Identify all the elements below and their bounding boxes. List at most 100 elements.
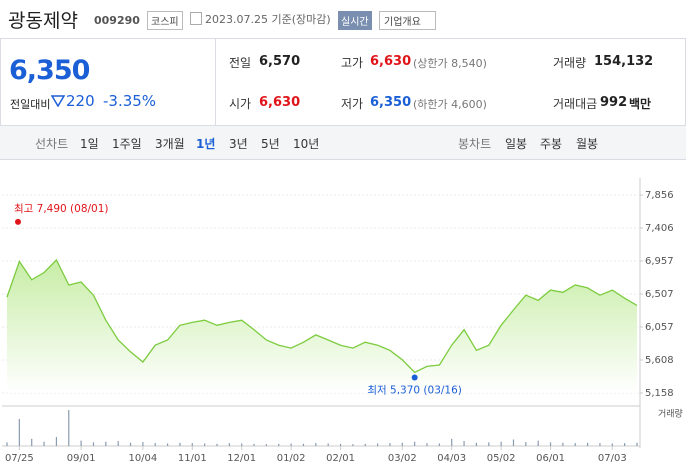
volume-bar	[586, 442, 589, 446]
realtime-badge[interactable]: 실시간	[338, 11, 372, 30]
tab[interactable]: 일봉	[505, 137, 528, 151]
volume-bar	[68, 410, 70, 446]
y-tick-label: 7,406	[645, 223, 674, 234]
volume-bar	[166, 443, 169, 446]
volume-bar	[339, 443, 342, 446]
x-tick-label: 11/01	[178, 453, 207, 464]
volume-bar	[92, 442, 95, 446]
volume-bar	[80, 440, 82, 446]
x-tick-label: 07/25	[5, 453, 34, 464]
tab[interactable]: 1년	[196, 137, 216, 151]
tab[interactable]: 3년	[229, 137, 248, 151]
x-tick-label: 03/02	[388, 453, 417, 464]
volume-bar	[105, 441, 107, 446]
info-label: 거래량	[553, 56, 587, 70]
tab[interactable]: 3개월	[155, 137, 185, 151]
x-tick-label: 06/01	[536, 453, 565, 464]
y-tick-label: 6,057	[645, 322, 674, 333]
stock-code: 009290	[94, 14, 140, 27]
info-label: 시가	[229, 97, 252, 111]
tab[interactable]: 10년	[293, 137, 320, 151]
area-fill	[7, 260, 637, 393]
volume-bar	[352, 444, 354, 446]
info-note: (하한가 4,600)	[413, 98, 487, 111]
volume-bar	[204, 443, 206, 446]
volume-bar	[179, 442, 181, 446]
volume-bar	[376, 443, 379, 446]
divider	[215, 39, 216, 125]
volume-bar	[265, 444, 268, 446]
annotation: 최고 7,490 (08/01)	[14, 203, 109, 215]
volume-bar	[216, 443, 218, 446]
volume-bar	[537, 440, 539, 446]
volume-bar	[389, 443, 391, 446]
stock-name: 광동제약	[8, 10, 78, 32]
y-tick-label: 6,957	[645, 256, 674, 267]
info-label: 거래대금	[553, 97, 598, 111]
volume-bar	[611, 443, 613, 446]
volume-bar	[142, 442, 144, 446]
volume-bar	[302, 443, 305, 446]
x-tick-label: 05/02	[487, 453, 516, 464]
y-tick-label: 5,608	[645, 355, 674, 366]
info-label: 전일	[229, 56, 252, 70]
volume-bar	[574, 443, 576, 446]
volume-bar	[55, 437, 58, 446]
volume-bar	[438, 443, 440, 446]
market-badge: 코스피	[147, 11, 183, 30]
volume-bar	[290, 443, 292, 446]
volume-bar	[241, 443, 243, 446]
volume-bar	[624, 443, 626, 446]
volume-label: 거래량	[658, 408, 683, 420]
y-tick-label: 5,158	[645, 388, 674, 399]
info-label: 저가	[341, 97, 364, 111]
volume-bar	[129, 442, 132, 446]
volume-bar	[6, 442, 8, 446]
chart: 5,158 5,608 6,057 6,507 6,957 7,406 7,856 최고 7,…	[2, 178, 683, 464]
change-pct: -3.35%	[103, 92, 157, 110]
info-value: 6,570	[259, 54, 301, 69]
header: 광동제약 009290 코스피 2023.07.25 기준(장마감) 실시간 기…	[0, 0, 686, 38]
info-value: 6,630	[259, 95, 301, 110]
calendar-icon	[190, 12, 202, 25]
info-value: 6,630	[370, 54, 412, 69]
date: 2023.07.25 기준(장마감)	[205, 13, 331, 26]
volume-bar	[43, 441, 45, 446]
tab-group-label: 봉차트	[458, 137, 492, 151]
change-label: 전일대비	[10, 98, 51, 111]
info-value: 6,350	[370, 95, 412, 110]
annotation: 최저 5,370 (03/16)	[367, 384, 462, 396]
tab-group-label: 선차트	[35, 137, 69, 151]
extreme-dot	[411, 374, 418, 381]
down-arrow	[51, 95, 65, 107]
tab[interactable]: 1일	[80, 137, 99, 151]
volume-bar	[401, 442, 403, 446]
tab[interactable]: 1주일	[112, 137, 142, 151]
volume-bar	[426, 443, 428, 446]
tab[interactable]: 주봉	[540, 137, 563, 151]
volume-bar	[549, 442, 552, 446]
volume-bar	[228, 443, 230, 446]
volume-bar	[364, 443, 366, 446]
info-note: (상한가 8,540)	[413, 57, 487, 70]
price-line	[6, 258, 638, 374]
volume-bar	[117, 440, 119, 446]
chart-tabs: 선차트 1일 1주일 3개월 1년 3년 5년 10년 봉차트 일봉 주봉 월봉	[0, 125, 686, 160]
info-unit: 백만	[629, 97, 652, 111]
volume-bar	[315, 443, 317, 446]
volume-bar	[525, 442, 527, 446]
info-value: 154,132	[594, 54, 654, 69]
volume-bar	[500, 441, 502, 446]
current-price: 6,350	[9, 55, 90, 86]
tab[interactable]: 월봉	[576, 137, 599, 151]
change: 220	[66, 92, 95, 110]
volume-bar	[414, 441, 416, 446]
tab[interactable]: 5년	[261, 137, 280, 151]
x-tick-label: 12/01	[227, 453, 256, 464]
volume-bar	[191, 443, 193, 446]
x-tick-label: 01/02	[277, 453, 306, 464]
info-box: 6,350 전일대비 220 -3.35% 전일 6,570 고가 6,630 (상한가…	[0, 38, 686, 125]
overview-button[interactable]: 기업개요	[379, 11, 436, 30]
volume-bar	[512, 439, 515, 446]
volume-bar	[451, 438, 453, 446]
